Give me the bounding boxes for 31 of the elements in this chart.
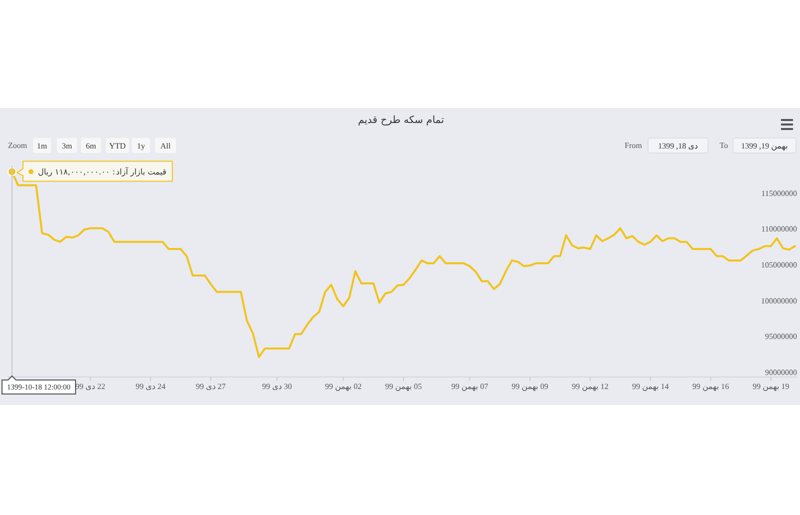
x-tick-label: 27 دی 99 xyxy=(196,382,226,391)
y-tick-label: 105000000 xyxy=(761,260,797,270)
annotation: بهمن 19, 1399 xyxy=(741,142,788,150)
annotation: 6m xyxy=(86,142,97,150)
y-tick-label: 95000000 xyxy=(765,332,797,342)
y-tick-label: 115000000 xyxy=(761,188,797,198)
text: تمام سکه طرح قدیم xyxy=(358,115,444,126)
x-tick-label: 02 بهمن 99 xyxy=(324,382,362,391)
x-tick-label: 12 بهمن 99 xyxy=(572,382,609,391)
annotation: All xyxy=(160,142,172,150)
y-tick-label: 90000000 xyxy=(765,368,797,377)
annotation: YTD xyxy=(109,142,126,150)
x-tick-label: 14 بهمن 99 xyxy=(632,382,669,391)
x-tick-label: 30 دی 99 xyxy=(262,382,292,391)
annotation: : ۱۱۸,۰۰۰,۰۰۰.۰۰ ریال xyxy=(38,168,116,177)
annotation: Zoom xyxy=(8,141,28,150)
x-tick-label: 24 دی 99 xyxy=(136,382,166,391)
x-tick-label: 05 بهمن 99 xyxy=(385,382,422,391)
annotation: 1y xyxy=(137,142,145,150)
annotation: دی 18, 1399 xyxy=(658,142,698,150)
y-tick-label: 100000000 xyxy=(761,296,797,306)
text: قیمت بازار آزاد xyxy=(116,166,167,177)
annotation: From xyxy=(624,141,643,150)
x-tick-label: 09 بهمن 99 xyxy=(512,382,548,391)
annotation: To xyxy=(720,141,728,150)
x-tick-label: 16 بهمن 99 xyxy=(692,382,729,391)
annotation: 3m xyxy=(62,142,73,150)
x-tick-label: 19 بهمن 99 xyxy=(752,382,790,391)
x-tick-label: 07 بهمن 99 xyxy=(451,382,488,391)
annotation: 1m xyxy=(36,142,48,150)
y-tick-label: 110000000 xyxy=(761,224,797,234)
